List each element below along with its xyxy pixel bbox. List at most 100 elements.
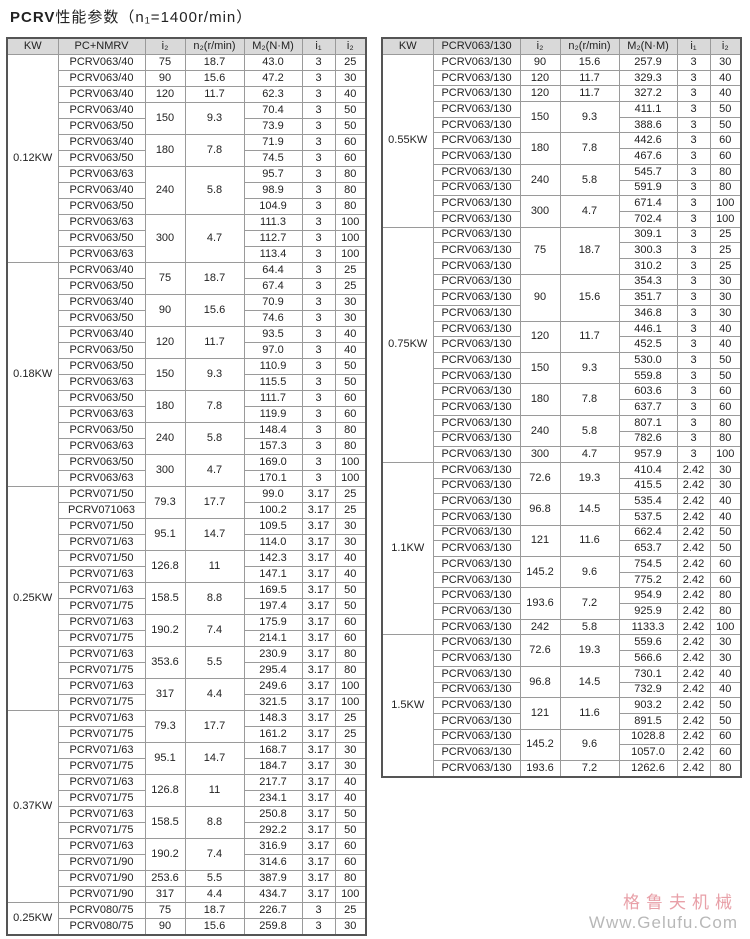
ratio-i1-cell: 3 [301,902,336,919]
table-row: PCRV063/130 121 11.6 903.2 2.42 50 [382,697,742,730]
ratio-i1-cell: 3 [301,374,336,391]
ratio-i2-cell: 120 [519,320,561,354]
ratio-i1-cell: 3 [301,342,336,359]
kw-cell: 1.5KW [381,634,434,778]
ratio-i1-cell: 3 [301,422,336,439]
table-row: PCRV071/63 190.2 7.4 316.9 3.17 60 [7,838,367,871]
table-row: PCRV071/63 147.1 3.17 40 [7,566,367,583]
model-cell: PCRV071/63 [57,678,146,695]
ratio-i2-cell: 75 [519,226,561,275]
ratio-i2-cell: 150 [144,102,186,135]
output-speed-cell: 14.7 [184,742,245,775]
model-cell: PCRV063/130 [432,681,521,699]
output-speed-cell: 11.7 [184,326,245,359]
ratio-i1-cell: 3 [301,390,336,407]
ratio-i2-cell: 96.8 [519,665,561,699]
ratio-i1-cell: 3 [676,305,711,322]
output-torque-cell: 67.4 [243,278,303,295]
ratio-i1-cell: 2.42 [676,540,711,557]
model-cell: PCRV080/75 [57,918,146,936]
model-cell: PCRV063/130 [432,273,521,291]
ratio-i2b-cell: 100 [334,454,367,471]
ratio-i1-cell: 3 [301,230,336,247]
ratio-i1-cell: 3 [301,310,336,327]
ratio-i2b-cell: 30 [334,310,367,327]
output-torque-cell: 168.7 [243,742,303,759]
output-torque-cell: 434.7 [243,886,303,903]
model-cell: PCRV063/63 [57,214,146,231]
ratio-i1-cell: 3 [301,118,336,135]
ratio-i2b-cell: 80 [334,166,367,183]
watermark-en: Www.Gelufu.Com [588,913,738,932]
ratio-i2b-cell: 80 [334,198,367,215]
output-torque-cell: 346.8 [618,305,678,322]
model-cell: PCRV063/130 [432,540,521,557]
header-row: KW PC+NMRV i₂ n₂(r/min) M₂(N·M) i₁ i₂ [6,37,367,55]
output-speed-cell: 9.3 [559,101,620,134]
output-speed-cell: 7.8 [184,390,245,423]
model-cell: PCRV071/50 [57,486,146,503]
output-speed-cell: 9.6 [559,728,620,761]
output-speed-cell: 15.6 [184,70,245,87]
model-cell: PCRV063/130 [432,54,521,71]
ratio-i1-cell: 3 [301,246,336,263]
model-cell: PCRV071/75 [57,598,146,615]
output-speed-cell: 11.7 [559,69,620,87]
table-row: PCRV071/63 317 4.4 249.6 3.17 100 [7,678,367,711]
output-torque-cell: 115.5 [243,374,303,391]
output-torque-cell: 147.1 [243,566,303,583]
ratio-i2b-cell: 30 [709,477,742,495]
ratio-i1-cell: 3.17 [301,598,336,615]
output-speed-cell: 15.6 [184,918,245,936]
ratio-i2-cell: 75 [144,902,186,919]
output-torque-cell: 730.1 [618,665,678,683]
ratio-i1-cell: 3.17 [301,806,336,823]
table-row: PCRV063/50 300 4.7 169.0 3 100 [7,454,367,487]
ratio-i2-cell: 180 [144,134,186,167]
ratio-i1-cell: 3 [301,150,336,167]
output-speed-cell: 9.3 [184,358,245,391]
table-row: PCRV071/50 126.8 11 142.3 3.17 40 [7,550,367,583]
model-cell: PCRV063/40 [57,70,146,87]
ratio-i2b-cell: 80 [334,870,367,887]
output-speed-cell: 15.6 [559,54,620,71]
model-cell: PCRV063/130 [432,289,521,306]
ratio-i2b-cell: 25 [334,902,367,919]
ratio-i1-cell: 3.17 [301,822,336,839]
output-torque-cell: 71.9 [243,134,303,151]
model-cell: PCRV063/63 [57,166,146,183]
model-cell: PCRV063/130 [432,116,521,134]
model-cell: PCRV063/130 [432,399,521,416]
ratio-i1-cell: 3 [301,294,336,311]
model-cell: PCRV063/130 [432,132,521,150]
ratio-i2-cell: 240 [519,414,561,448]
table-row: 1.1KW PCRV063/130 72.6 19.3 410.4 2.42 30 [381,461,742,636]
output-torque-cell: 62.3 [243,86,303,103]
table-row: PCRV063/130 300 4.7 957.9 3 100 [382,446,742,463]
output-speed-cell: 18.7 [559,226,620,275]
ratio-i2-cell: 145.2 [519,555,561,589]
ratio-i1-cell: 3 [676,132,711,150]
output-torque-cell: 184.7 [243,758,303,775]
ratio-i2b-cell: 40 [334,326,367,343]
ratio-i2b-cell: 40 [709,493,742,510]
table-row: PCRV063/130 145.2 9.6 1028.8 2.42 60 [382,728,742,761]
ratio-i1-cell: 3.17 [301,694,336,711]
output-speed-cell: 4.4 [184,886,245,903]
ratio-i2b-cell: 80 [709,179,742,197]
ratio-i2b-cell: 100 [709,446,742,463]
model-cell: PCRV063/40 [57,86,146,103]
model-cell: PCRV063/130 [432,524,521,542]
table-row: PCRV063/50 112.7 3 100 [7,230,367,247]
ratio-i2-cell: 300 [144,214,186,263]
ratio-i1-cell: 3 [301,918,336,936]
model-cell: PCRV063/130 [432,744,521,761]
output-speed-cell: 5.8 [559,618,620,636]
output-speed-cell: 7.4 [184,614,245,647]
output-torque-cell: 807.1 [618,414,678,432]
model-cell: PCRV063/130 [432,634,521,652]
output-speed-cell: 5.8 [559,163,620,197]
ratio-i2b-cell: 50 [709,101,742,118]
ratio-i1-cell: 3 [676,383,711,401]
ratio-i2-cell: 190.2 [144,614,186,647]
